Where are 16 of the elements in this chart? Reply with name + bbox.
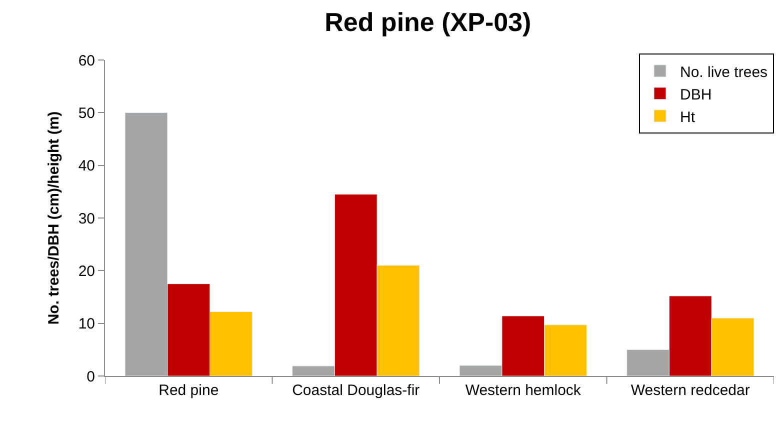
y-tick-label: 40 — [78, 158, 95, 175]
y-tick-label: 50 — [78, 104, 95, 122]
x-tick-label: Western redcedar — [630, 382, 750, 399]
y-tick-label: 30 — [78, 210, 95, 228]
y-tick-label: 60 — [78, 52, 95, 70]
y-tick-label: 0 — [86, 368, 95, 386]
legend-label: No. live trees — [680, 64, 768, 81]
x-tick-label: Red pine — [158, 382, 219, 399]
y-axis-title: No. trees/DBH (cm)/height (m) — [46, 111, 63, 325]
legend-label: Ht — [680, 108, 696, 126]
x-tick-label: Coastal Douglas-fir — [292, 382, 420, 399]
y-tick-label: 10 — [78, 316, 95, 333]
y-tick-label: 20 — [78, 262, 95, 280]
legend-label: DBH — [680, 86, 712, 104]
chart-title: Red pine (XP-03) — [324, 6, 532, 37]
x-tick-label: Western hemlock — [465, 382, 582, 399]
